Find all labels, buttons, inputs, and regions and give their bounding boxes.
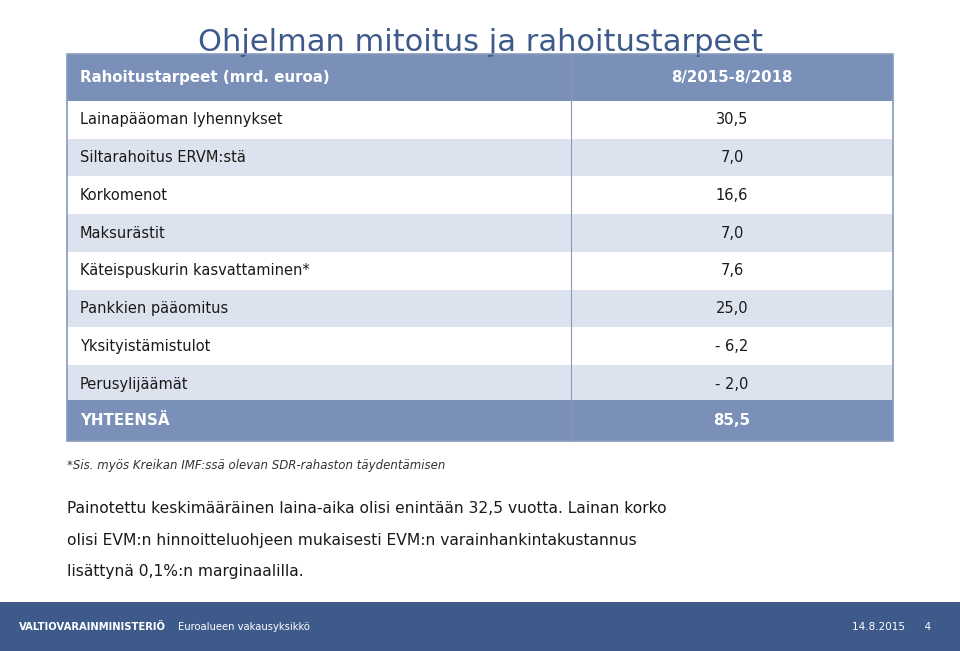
Bar (67, 101, 893, 139)
Text: lisättynä 0,1%:n marginaalilla.: lisättynä 0,1%:n marginaalilla. (67, 564, 303, 579)
Text: 7,0: 7,0 (720, 150, 744, 165)
Text: 30,5: 30,5 (716, 112, 748, 128)
Text: Rahoitustarpeet (mrd. euroa): Rahoitustarpeet (mrd. euroa) (80, 70, 329, 85)
Text: Euroalueen vakausyksikkö: Euroalueen vakausyksikkö (178, 622, 309, 631)
Text: Maksurästit: Maksurästit (80, 225, 165, 241)
Text: - 2,0: - 2,0 (715, 376, 749, 392)
Text: Pankkien pääomitus: Pankkien pääomitus (80, 301, 228, 316)
Text: Siltarahoitus ERVM:stä: Siltarahoitus ERVM:stä (80, 150, 246, 165)
Text: 7,0: 7,0 (720, 225, 744, 241)
Text: 8/2015-8/2018: 8/2015-8/2018 (671, 70, 793, 85)
Text: VALTIOVARAINMINISTERIÖ: VALTIOVARAINMINISTERIÖ (19, 622, 166, 631)
Bar (67, 54, 893, 101)
Bar (67, 139, 893, 176)
Text: *Sis. myös Kreikan IMF:ssä olevan SDR-rahaston täydentämisen: *Sis. myös Kreikan IMF:ssä olevan SDR-ra… (67, 459, 445, 472)
Text: Korkomenot: Korkomenot (80, 187, 168, 203)
Text: 16,6: 16,6 (716, 187, 748, 203)
Bar (67, 214, 893, 252)
Text: olisi EVM:n hinnoitteluohjeen mukaisesti EVM:n varainhankintakustannus: olisi EVM:n hinnoitteluohjeen mukaisesti… (67, 533, 636, 547)
Text: Ohjelman mitoitus ja rahoitustarpeet: Ohjelman mitoitus ja rahoitustarpeet (198, 28, 762, 57)
Text: Painotettu keskimääräinen laina-aika olisi enintään 32,5 vuotta. Lainan korko: Painotettu keskimääräinen laina-aika oli… (67, 501, 667, 516)
Text: Käteispuskurin kasvattaminen*: Käteispuskurin kasvattaminen* (80, 263, 309, 279)
Text: 85,5: 85,5 (713, 413, 751, 428)
Bar (67, 290, 893, 327)
Text: 14.8.2015      4: 14.8.2015 4 (852, 622, 931, 631)
Bar (0, 602, 960, 651)
Bar (67, 365, 893, 403)
Text: Perusylijäämät: Perusylijäämät (80, 376, 188, 392)
Text: - 6,2: - 6,2 (715, 339, 749, 354)
Text: Yksityistämistulot: Yksityistämistulot (80, 339, 210, 354)
Bar (67, 252, 893, 290)
Bar (67, 327, 893, 365)
Text: 7,6: 7,6 (720, 263, 744, 279)
Text: 25,0: 25,0 (716, 301, 748, 316)
Bar (67, 54, 893, 441)
Text: YHTEENSÄ: YHTEENSÄ (80, 413, 169, 428)
Text: Lainapääoman lyhennykset: Lainapääoman lyhennykset (80, 112, 282, 128)
Bar (67, 400, 893, 441)
Bar (67, 176, 893, 214)
